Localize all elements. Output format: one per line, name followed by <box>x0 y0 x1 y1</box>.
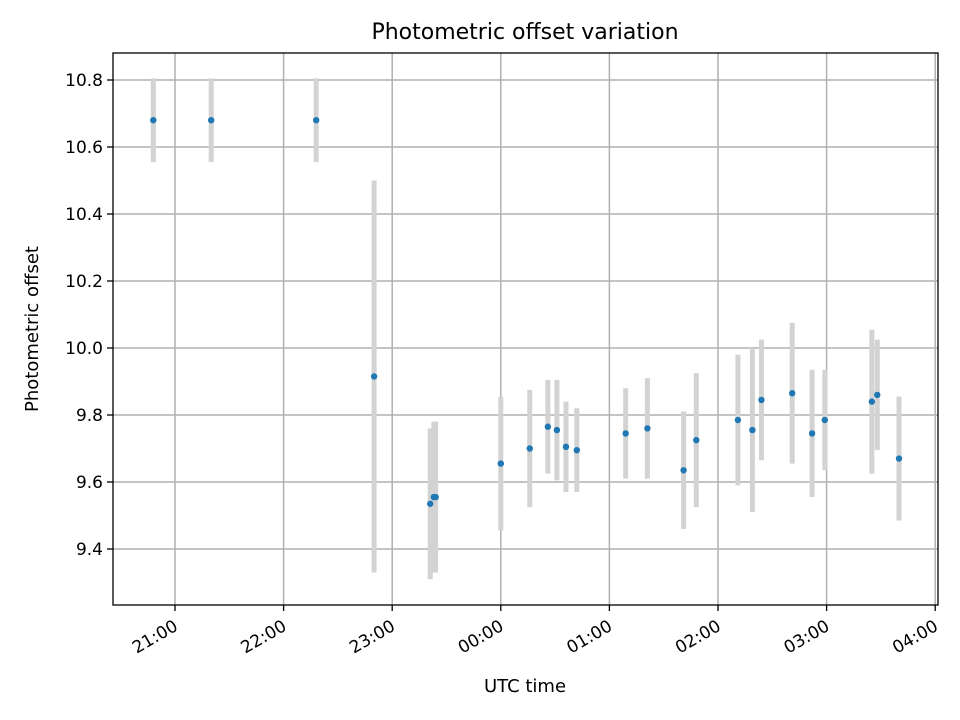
plot-frame <box>112 52 939 606</box>
data-point <box>497 460 504 467</box>
data-point <box>874 391 881 399</box>
data-point <box>562 443 570 451</box>
data-point <box>208 117 215 124</box>
grid <box>113 53 938 605</box>
data-point <box>150 117 157 124</box>
data-point <box>868 398 876 405</box>
x-tick-label: 00:00 <box>455 616 507 658</box>
y-tick-label: 9.8 <box>76 406 103 426</box>
data-points <box>150 117 903 507</box>
chart-title: Photometric offset variation <box>371 20 678 45</box>
y-tick-label: 10.6 <box>65 138 103 158</box>
data-point <box>622 430 629 437</box>
data-point <box>821 416 828 424</box>
y-axis-ticks: 9.4 9.6 9.8 10.0 10.2 10.4 10.6 10.8 <box>65 71 113 560</box>
y-tick-label: 10.0 <box>65 339 103 359</box>
x-tick-label: 23:00 <box>346 616 398 658</box>
data-point <box>680 467 687 474</box>
data-point <box>808 430 816 437</box>
data-point <box>734 416 742 424</box>
data-point <box>526 445 533 452</box>
error-bars <box>150 78 902 580</box>
x-tick-label: 02:00 <box>672 616 724 658</box>
data-point <box>370 373 378 380</box>
x-tick-label: 22:00 <box>238 616 290 658</box>
y-tick-label: 9.6 <box>76 473 103 493</box>
data-point <box>789 390 796 397</box>
data-point <box>312 117 320 124</box>
x-tick-label: 04:00 <box>889 616 941 658</box>
data-point <box>573 446 581 454</box>
x-tick-label: 01:00 <box>563 616 615 658</box>
x-tick-label: 21:00 <box>129 616 181 658</box>
data-point <box>758 396 765 404</box>
y-tick-label: 10.8 <box>65 71 103 91</box>
data-point <box>749 426 756 434</box>
x-tick-label: 03:00 <box>781 616 833 658</box>
y-tick-label: 10.2 <box>65 272 103 292</box>
x-axis-ticks: 21:00 22:00 23:00 00:00 01:00 02:00 03:00 04:00 <box>129 605 942 658</box>
data-point <box>644 425 651 432</box>
x-axis-label: UTC time <box>484 676 566 697</box>
data-point <box>544 423 552 430</box>
y-tick-label: 10.4 <box>65 205 103 225</box>
data-point <box>432 493 439 501</box>
data-point <box>553 426 561 434</box>
y-axis-label: Photometric offset <box>22 246 43 412</box>
data-point <box>427 500 434 507</box>
data-point <box>693 436 700 444</box>
y-tick-label: 9.4 <box>76 540 103 560</box>
data-point <box>895 455 903 462</box>
